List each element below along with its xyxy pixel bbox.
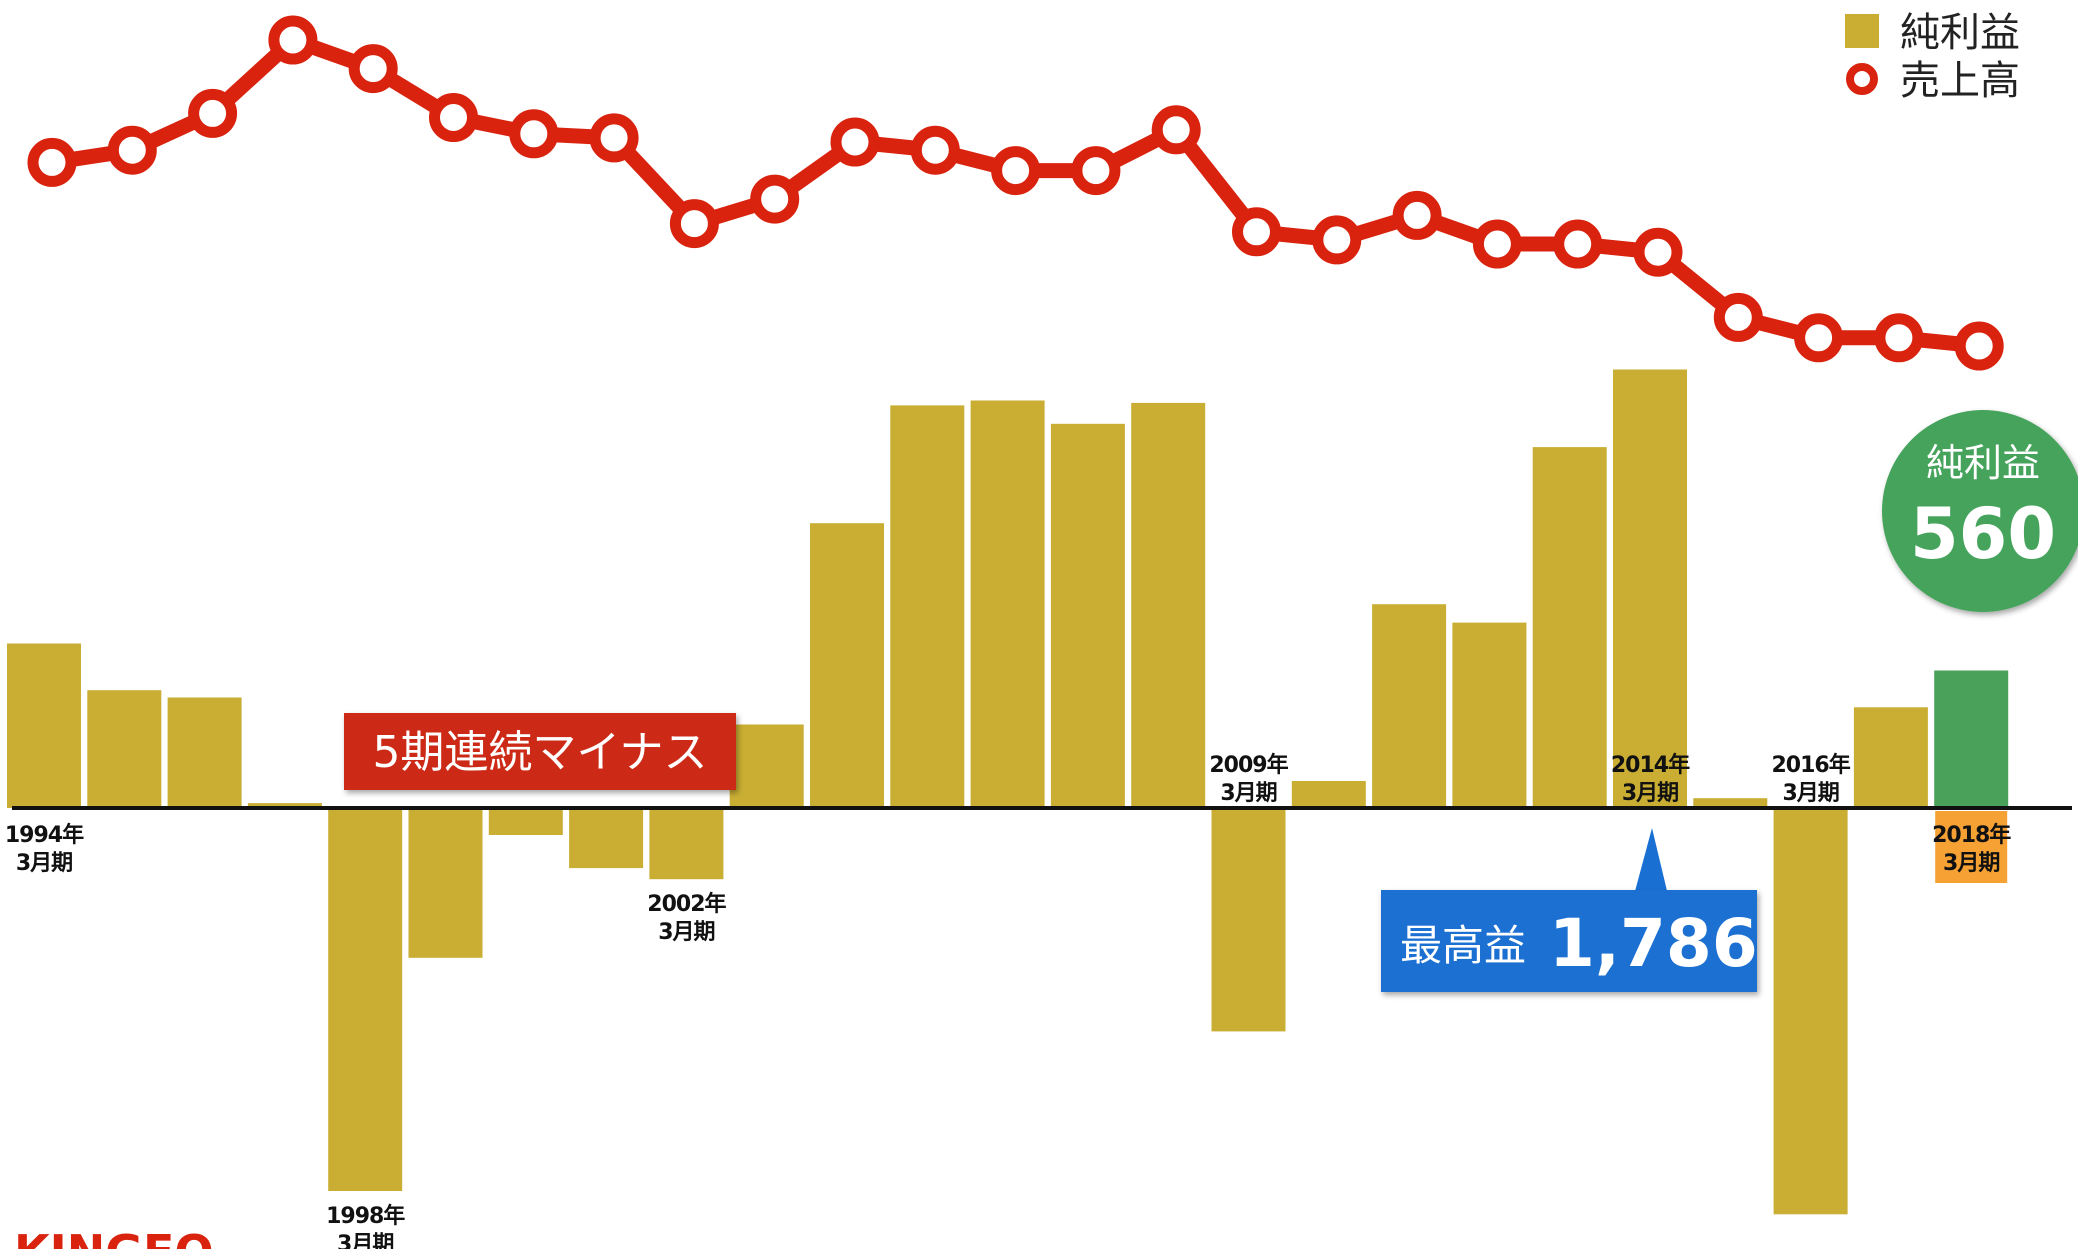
tick-label-2016年3月期-1: 2016年 [1771,752,1850,778]
bar-2006年3月期 [970,400,1045,808]
bar-2011年3月期 [1372,604,1447,808]
sales-point-1994年3月期 [27,137,77,187]
bar-1996年3月期 [167,697,242,808]
bar-series [7,369,2009,1215]
logo-text: KINGEO [14,1225,214,1249]
sales-point-2018年3月期 [1954,321,2004,371]
sales-point-2013年3月期 [1553,219,1603,269]
sales-point-1997年3月期 [268,15,318,65]
bar-2013年3月期 [1532,447,1607,808]
bar-2001年3月期 [569,808,644,869]
bar-2012年3月期 [1452,622,1527,808]
tick-label-2009年3月期-2: 3月期 [1220,781,1276,806]
legend: 純利益 売上高 [1845,10,2020,104]
bar-1994年3月期 [7,643,81,808]
sales-point-2003年3月期 [750,174,800,224]
legend-swatch-bar [1845,14,1879,48]
record-profit-label: 最高益 [1400,921,1526,970]
legend-label-line: 売上高 [1900,58,2020,104]
bar-1999年3月期 [408,808,483,958]
sales-point-2007年3月期 [1071,146,1121,196]
bar-2009年3月期 [1211,808,1286,1032]
tick-highlight-box [1935,811,2008,883]
tick-label-2002年3月期-1: 2002年 [647,891,726,917]
minus-streak-text: 5期連続マイナス [372,727,707,778]
bar-2005年3月期 [890,405,965,808]
line-series [27,15,2004,371]
tick-label-2016年3月期-2: 3月期 [1782,781,1838,806]
record-profit-callout: 最高益 1,786 [1381,828,1758,992]
sales-point-2006年3月期 [991,146,1041,196]
sales-point-1995年3月期 [107,125,157,175]
bar-2018年3月期 [1934,670,2009,808]
sales-point-2002年3月期 [669,199,719,249]
sales-point-2014年3月期 [1633,227,1683,277]
record-profit-box [1381,890,1757,992]
sales-point-2017年3月期 [1874,313,1924,363]
tick-label-2014年3月期-2: 3月期 [1622,781,1678,806]
record-profit-value: 1,786 [1549,905,1758,982]
latest-profit-value: 560 [1910,493,2056,575]
bar-2014年3月期 [1613,369,1687,808]
sales-point-2010年3月期 [1312,215,1362,265]
legend-label-bar: 純利益 [1900,10,2020,56]
sales-point-2011年3月期 [1392,190,1442,240]
bar-2010年3月期 [1291,781,1366,808]
bar-2000年3月期 [488,808,563,835]
bar-1998年3月期 [328,808,403,1191]
sales-point-1999年3月期 [429,93,478,142]
x-tick-labels: 1994年 3月期 1998年 3月期 2002年 3月期 2009年 3月期 2014年 3月期… [5,752,2012,1249]
sales-point-2000年3月期 [509,109,559,159]
tick-label-1998年3月期-2: 3月期 [337,1232,393,1249]
tick-label-2018年3月期-1: 2018年 [1932,822,2011,848]
tick-label-2014年3月期-1: 2014年 [1611,752,1690,778]
latest-profit-label: 純利益 [1926,441,2040,485]
sales-point-2015年3月期 [1713,292,1763,342]
sales-point-2004年3月期 [830,117,880,167]
sales-point-2001年3月期 [589,113,639,163]
sales-point-1998年3月期 [348,44,398,94]
sales-point-2012年3月期 [1472,219,1522,269]
bar-1995年3月期 [87,690,162,808]
tick-label-1994年3月期-1: 1994年 [5,822,84,848]
sales-point-2016年3月期 [1794,313,1844,363]
tick-label-2002年3月期-2: 3月期 [658,920,714,945]
latest-profit-badge: 純利益 560 [1882,410,2078,612]
sales-point-2005年3月期 [910,125,960,175]
bar-2002年3月期 [649,808,724,880]
legend-marker-line [1846,63,1878,95]
sales-point-2009年3月期 [1232,207,1281,257]
minus-streak-callout: 5期連続マイナス [344,713,736,790]
tick-label-2009年3月期-1: 2009年 [1209,752,1288,778]
bar-1997年3月期 [247,803,322,808]
sales-point-1996年3月期 [188,88,238,138]
tick-label-1998年3月期-1: 1998年 [326,1203,405,1229]
bar-2003年3月期 [729,724,804,808]
bar-2008年3月期 [1131,402,1206,808]
latest-profit-circle [1882,410,2078,612]
bar-2007年3月期 [1050,423,1125,808]
bar-2004年3月期 [810,523,884,808]
record-profit-pointer [1634,828,1668,895]
bar-2016年3月期 [1773,808,1848,1215]
minus-streak-box [344,713,736,790]
bar-2017年3月期 [1853,707,1928,808]
bar-2015年3月期 [1693,798,1768,808]
tick-label-1994年3月期-2: 3月期 [16,851,72,876]
tick-label-2018年3月期-2: 3月期 [1943,851,1999,876]
sales-point-2008年3月期 [1151,105,1201,155]
